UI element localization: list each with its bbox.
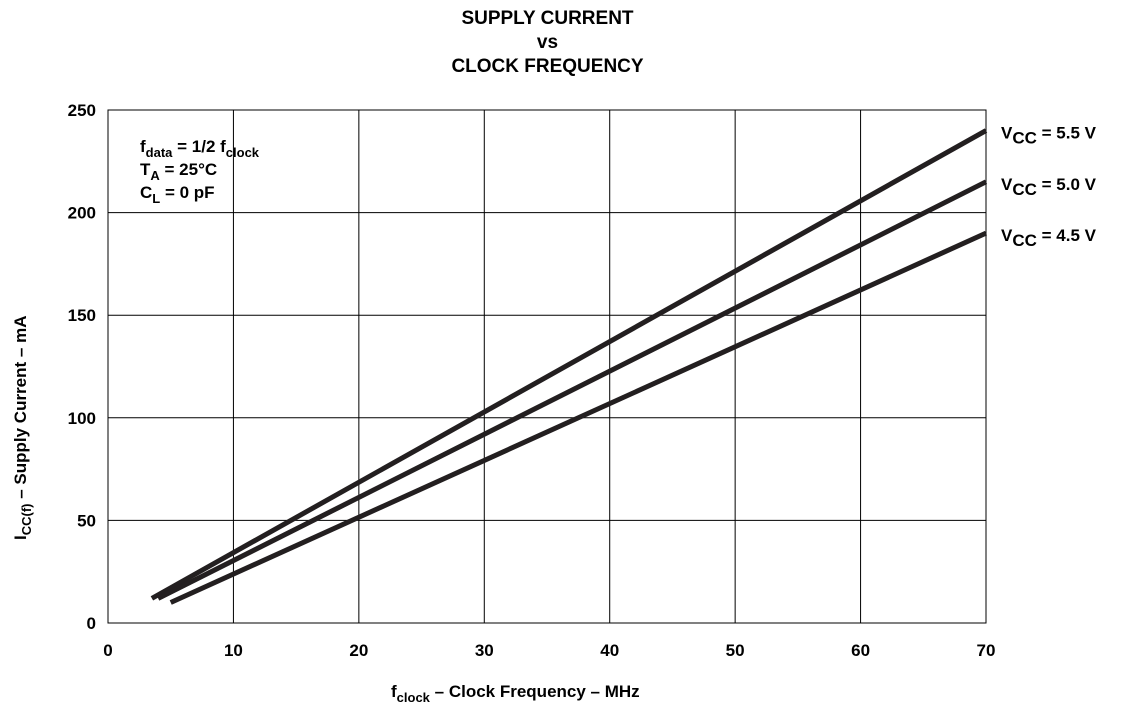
x-axis-label: fclock – Clock Frequency – MHz [391, 682, 640, 702]
y-tick-label: 250 [68, 101, 96, 120]
series-line-3 [169, 230, 988, 605]
x-tick-label: 70 [977, 641, 996, 660]
series-label-1: VCC = 5.5 V [1001, 124, 1097, 148]
x-tick-label: 30 [475, 641, 494, 660]
x-tick-label: 60 [851, 641, 870, 660]
y-tick-label: 200 [68, 204, 96, 223]
series-lines [150, 128, 988, 605]
x-tick-label: 50 [726, 641, 745, 660]
x-tick-label: 20 [349, 641, 368, 660]
chart-title-line-1: SUPPLY CURRENT [461, 8, 634, 29]
plot-frame [107, 109, 987, 624]
y-axis-label: ICC(f) – Supply Current – mA [11, 316, 34, 540]
y-tick-labels: 0 50 100 150 200 250 [68, 101, 96, 633]
x-tick-label: 10 [224, 641, 243, 660]
series-label-3: VCC = 4.5 V [1001, 226, 1097, 250]
series-labels: VCC = 5.5 V VCC = 5.0 V VCC = 4.5 V [1001, 124, 1097, 251]
annotation-fdata: fdata = 1/2 fclock [140, 137, 260, 160]
series-line-1 [150, 128, 988, 601]
x-tick-label: 0 [103, 641, 112, 660]
series-label-2: VCC = 5.0 V [1001, 175, 1097, 199]
y-tick-label: 150 [68, 306, 96, 325]
chart-title-line-3: CLOCK FREQUENCY [451, 56, 644, 77]
annotation-ta: TA = 25°C [140, 160, 217, 183]
x-tick-label: 40 [600, 641, 619, 660]
series-line-2 [157, 179, 988, 601]
grid [108, 110, 986, 623]
y-tick-label: 100 [68, 409, 96, 428]
x-tick-labels: 0 10 20 30 40 50 60 70 [103, 641, 995, 660]
y-tick-label: 0 [87, 614, 96, 633]
annotation-cl: CL = 0 pF [140, 183, 215, 206]
chart-title-line-2: vs [536, 32, 559, 53]
y-tick-label: 50 [77, 511, 96, 530]
